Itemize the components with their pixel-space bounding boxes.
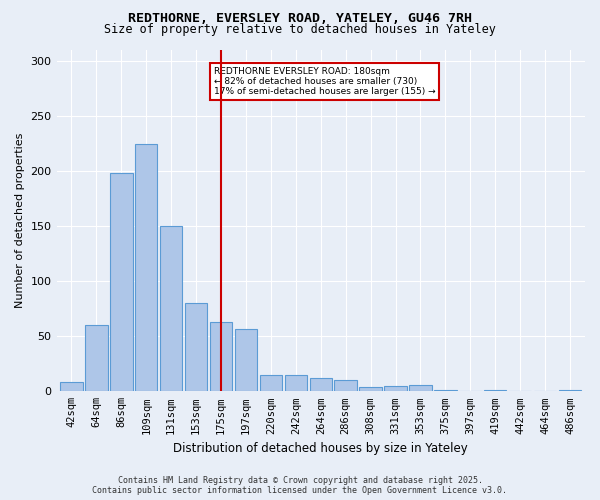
Bar — [135, 144, 157, 392]
X-axis label: Distribution of detached houses by size in Yateley: Distribution of detached houses by size … — [173, 442, 468, 455]
Bar — [160, 226, 182, 392]
Bar — [185, 303, 208, 392]
Bar — [235, 328, 257, 392]
Bar — [334, 380, 357, 392]
Bar — [60, 382, 83, 392]
Bar — [260, 375, 282, 392]
Bar — [409, 384, 431, 392]
Bar — [284, 375, 307, 392]
Text: Size of property relative to detached houses in Yateley: Size of property relative to detached ho… — [104, 22, 496, 36]
Text: REDTHORNE, EVERSLEY ROAD, YATELEY, GU46 7RH: REDTHORNE, EVERSLEY ROAD, YATELEY, GU46 … — [128, 12, 472, 26]
Bar — [310, 378, 332, 392]
Text: Contains HM Land Registry data © Crown copyright and database right 2025.
Contai: Contains HM Land Registry data © Crown c… — [92, 476, 508, 495]
Y-axis label: Number of detached properties: Number of detached properties — [15, 133, 25, 308]
Bar — [559, 390, 581, 392]
Bar — [85, 325, 107, 392]
Text: REDTHORNE EVERSLEY ROAD: 180sqm
← 82% of detached houses are smaller (730)
17% o: REDTHORNE EVERSLEY ROAD: 180sqm ← 82% of… — [214, 66, 435, 96]
Bar — [110, 174, 133, 392]
Bar — [359, 387, 382, 392]
Bar — [484, 390, 506, 392]
Bar — [210, 322, 232, 392]
Bar — [385, 386, 407, 392]
Bar — [434, 390, 457, 392]
